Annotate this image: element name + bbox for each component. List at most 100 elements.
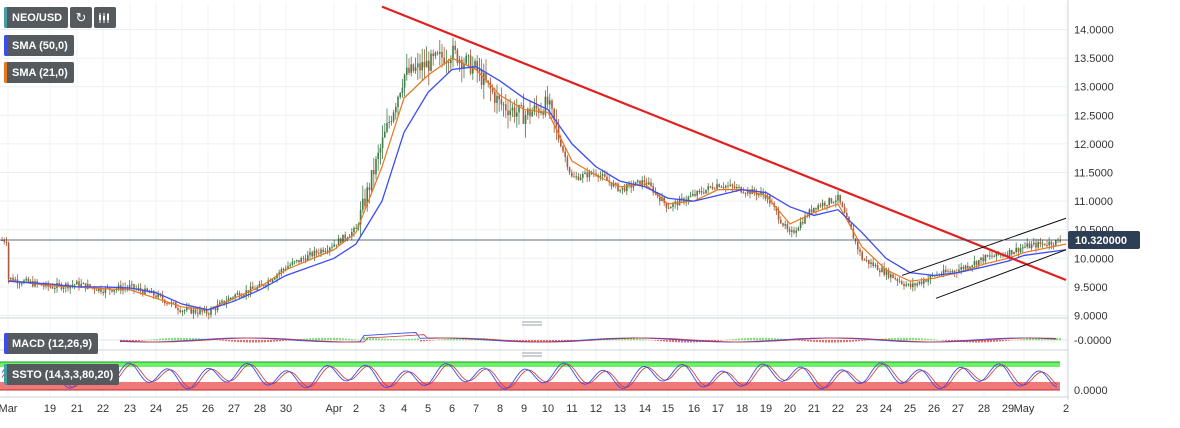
candle-body [1029, 243, 1031, 248]
candle-body [465, 56, 467, 64]
candle-body [479, 70, 481, 71]
candle-body [113, 290, 115, 292]
candle-body [859, 249, 861, 252]
x-tick-label: 26 [928, 403, 940, 415]
macd-histogram-bar [1032, 338, 1034, 340]
candle-body [701, 191, 703, 193]
candle-body [25, 279, 27, 281]
y-tick-label: 12.0000 [1074, 139, 1114, 151]
x-tick-label: 2 [353, 403, 359, 415]
candle-body [329, 248, 331, 251]
candle-body [569, 167, 571, 172]
macd-histogram-bar [441, 339, 443, 340]
candlestick-icon[interactable] [94, 7, 116, 28]
candle-body [923, 280, 925, 284]
candle-body [193, 309, 195, 313]
candle-body [221, 301, 223, 303]
macd-histogram-bar [852, 340, 854, 342]
macd-histogram-bar [948, 340, 950, 341]
candle-body [789, 229, 791, 231]
candle-body [338, 238, 340, 244]
candle-body [320, 250, 322, 254]
macd-histogram-bar [843, 340, 845, 342]
candle-body [1055, 240, 1057, 245]
candle-body [505, 104, 507, 110]
y-tick-label: 13.5000 [1074, 53, 1114, 65]
candle-body [516, 112, 518, 116]
macd-histogram-bar [351, 339, 353, 340]
macd-histogram-bar [258, 340, 260, 342]
candle-body [978, 260, 980, 265]
macd-histogram-bar [987, 340, 989, 342]
candle-body [813, 208, 815, 212]
candle-body [802, 222, 804, 223]
macd-histogram-bar [807, 340, 809, 341]
candle-body [589, 172, 591, 177]
candle-body [921, 282, 923, 284]
candle-body [725, 186, 727, 188]
candle-body [498, 96, 500, 99]
candle-body [496, 96, 498, 103]
x-tick-label: 21 [808, 403, 820, 415]
candle-body [520, 105, 522, 106]
macd-histogram-bar [1059, 338, 1061, 340]
candle-body [604, 174, 606, 176]
candle-body [395, 107, 397, 112]
candle-body [787, 224, 789, 229]
macd-histogram-bar [387, 339, 389, 340]
candle-body [252, 287, 254, 289]
candle-body [1024, 247, 1026, 248]
macd-histogram-bar [420, 340, 422, 342]
candle-body [426, 61, 428, 68]
candle-body [637, 181, 639, 182]
macd-histogram-bar [339, 338, 341, 340]
candle-body [430, 54, 432, 71]
macd-histogram-bar [744, 338, 746, 340]
candle-body [870, 262, 872, 264]
candle-body [1035, 243, 1037, 248]
candle-body [980, 257, 982, 260]
macd-histogram-bar [927, 339, 929, 340]
macd-histogram-bar [393, 339, 395, 340]
sma50-tag[interactable]: SMA (50,0) [4, 35, 74, 56]
candle-body [1033, 243, 1035, 245]
macd-histogram-bar [1020, 339, 1022, 340]
candle-body [743, 192, 745, 193]
ssto-label: SSTO (14,3,3,80,20) [7, 369, 119, 381]
candle-body [406, 68, 408, 75]
macd-histogram-bar [660, 340, 662, 341]
x-tick-label: 30 [280, 403, 292, 415]
macd-histogram-bar [402, 339, 404, 340]
macd-histogram-bar [156, 339, 158, 340]
macd-histogram-bar [645, 339, 647, 340]
macd-histogram-bar [735, 339, 737, 340]
candle-body [875, 265, 877, 266]
sma21-tag[interactable]: SMA (21,0) [4, 62, 74, 83]
macd-histogram-bar [1056, 338, 1058, 340]
x-tick-label: 13 [614, 403, 626, 415]
candle-body [454, 46, 456, 50]
candle-body [536, 105, 538, 108]
candle-body [945, 270, 947, 272]
macd-tag[interactable]: MACD (12,26,9) [4, 333, 98, 354]
candle-body [199, 310, 201, 314]
candle-body [355, 228, 357, 229]
candle-body [432, 54, 434, 57]
refresh-icon[interactable]: ↻ [70, 7, 92, 28]
macd-histogram-bar [840, 340, 842, 342]
macd-histogram-bar [336, 338, 338, 340]
y-tick-label: 11.5000 [1074, 168, 1113, 180]
candle-body [721, 187, 723, 188]
candle-body [976, 261, 978, 265]
candle-body [201, 310, 203, 312]
candle-body [586, 173, 588, 178]
x-tick-label: 27 [952, 403, 964, 415]
macd-histogram-bar [759, 338, 761, 340]
macd-histogram-bar [390, 339, 392, 340]
symbol-tag[interactable]: NEO/USD [4, 7, 68, 28]
candle-body [967, 266, 969, 269]
ssto-tag[interactable]: SSTO (14,3,3,80,20) [4, 364, 119, 385]
candle-body [692, 194, 694, 196]
macd-histogram-bar [726, 340, 728, 341]
